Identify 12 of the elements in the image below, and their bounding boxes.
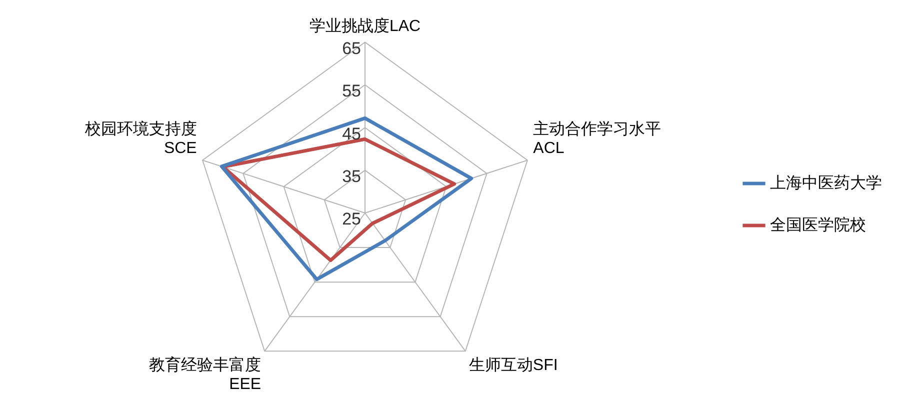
spoke-label: 校园环境支持度 SCE bbox=[84, 120, 197, 158]
y-tick-label: 35 bbox=[342, 166, 361, 186]
spoke-label: 主动合作学习水平 ACL bbox=[533, 120, 662, 158]
spoke-label: 学业挑战度LAC bbox=[309, 17, 421, 36]
y-tick-label: 65 bbox=[342, 38, 361, 58]
legend-label: 全国医学院校 bbox=[770, 216, 866, 234]
spoke-label: 教育经验丰富度 EEE bbox=[149, 356, 262, 394]
y-tick-label: 55 bbox=[342, 82, 361, 101]
y-tick-label: 45 bbox=[342, 124, 361, 144]
legend-label: 上海中医药大学 bbox=[770, 174, 882, 192]
spoke-label: 生师互动SFI bbox=[468, 356, 558, 374]
y-tick-label: 25 bbox=[342, 210, 361, 229]
